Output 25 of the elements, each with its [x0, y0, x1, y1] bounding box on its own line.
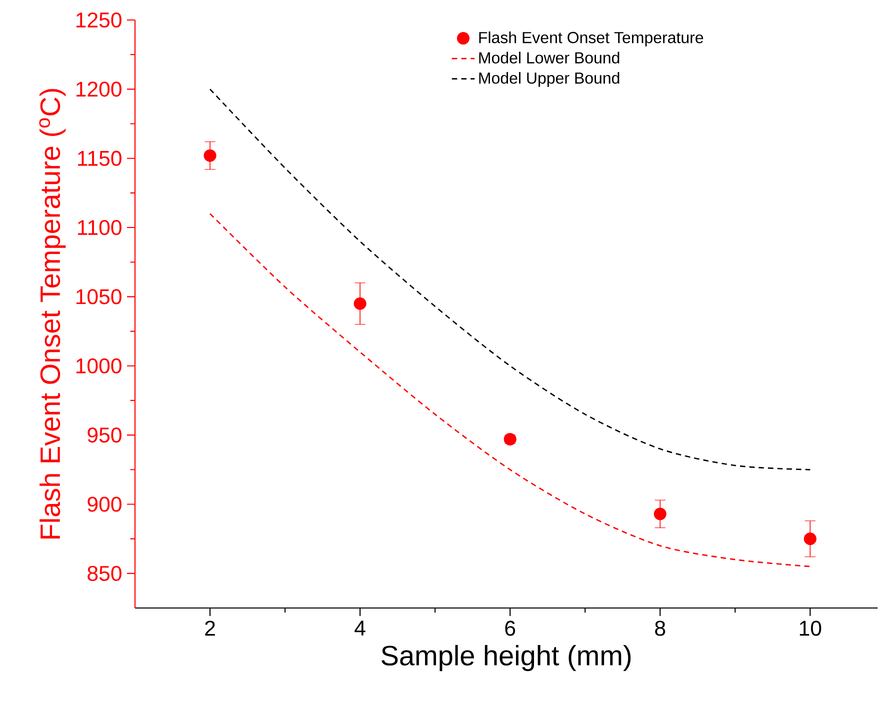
y-axis-title: Flash Event Onset Temperature ($^{o}$C)	[39, 88, 66, 538]
x-axis-title: Sample height (mm)	[382, 644, 631, 672]
y-tick-label: 1150	[78, 150, 122, 166]
y-tick-label: 1050	[76, 289, 122, 304]
legend-label: Flash Event Onset Temperature	[479, 31, 704, 46]
legend-label: Model Upper Bound	[479, 72, 620, 87]
line-series	[209, 88, 811, 470]
point	[804, 532, 816, 546]
y-tick-label: 900	[88, 496, 122, 512]
x-tick-label: 4	[354, 620, 366, 636]
y-tick-label: 1200	[76, 82, 122, 97]
point	[204, 149, 216, 162]
point	[354, 297, 366, 310]
y-tick-label: 950	[88, 428, 122, 443]
line-series	[209, 213, 811, 568]
x-tick-label: 10	[800, 620, 822, 636]
x-tick-label: 6	[505, 620, 516, 636]
y-tick-label: 1000	[76, 358, 122, 374]
point	[654, 508, 666, 520]
y-tick-label: 850	[88, 566, 122, 581]
x-tick-label: 2	[205, 620, 215, 636]
legend-label: Model Lower Bound	[479, 52, 620, 64]
y-tick-label: 1100	[78, 220, 122, 236]
x-tick-label: 8	[655, 620, 666, 636]
y-tick-label: 1250	[76, 12, 122, 28]
